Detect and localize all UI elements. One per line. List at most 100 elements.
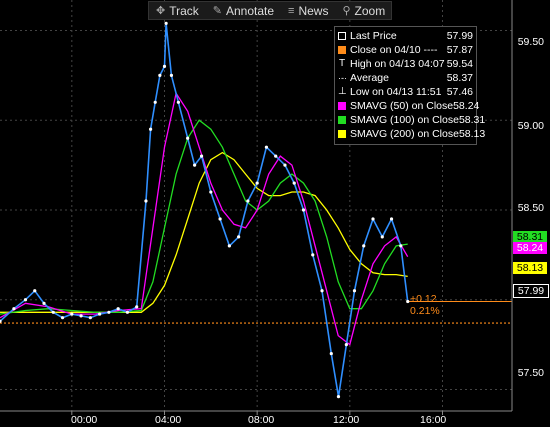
price-point xyxy=(362,244,366,248)
price-point xyxy=(79,314,83,318)
y-tick-label: 57.50 xyxy=(517,367,544,379)
legend-value: 58.24 xyxy=(453,99,480,112)
y-tick-label: 58.50 xyxy=(517,202,544,214)
legend-value: 59.54 xyxy=(446,57,473,70)
chart-toolbar: ✥ Track ✎ Annotate ≡ News ⚲ Zoom xyxy=(148,1,392,20)
price-tag-smavg-50: 58.24 xyxy=(513,242,547,254)
legend-value: 57.46 xyxy=(446,85,473,98)
price-point xyxy=(98,312,102,316)
price-point xyxy=(193,163,197,167)
legend-label: SMAVG (200) on Close xyxy=(350,127,459,140)
price-point xyxy=(199,154,204,158)
legend-row-high[interactable]: T High on 04/13 04:07 59.54 xyxy=(338,57,473,70)
square-icon xyxy=(338,129,346,138)
square-icon xyxy=(338,115,346,124)
price-point xyxy=(51,310,55,314)
reference-lines xyxy=(0,301,512,324)
price-point xyxy=(264,145,269,149)
legend-value: 57.87 xyxy=(446,43,473,56)
zoom-label: Zoom xyxy=(354,3,386,18)
price-point xyxy=(227,244,231,248)
price-point xyxy=(125,310,130,314)
price-point xyxy=(158,73,162,77)
legend-row-smavg-50[interactable]: SMAVG (50) on Close 58.24 xyxy=(338,99,479,112)
price-point xyxy=(301,208,306,212)
price-point xyxy=(23,298,28,302)
price-point xyxy=(148,127,153,131)
price-point xyxy=(164,21,168,25)
change-percent: 0.21% xyxy=(410,305,440,317)
price-tag-smavg-200: 58.13 xyxy=(513,262,547,274)
price-point xyxy=(144,199,148,203)
price-point xyxy=(116,307,120,311)
legend-label: SMAVG (50) on Close xyxy=(350,99,454,112)
series-line-smavg-50-on-close xyxy=(0,91,409,346)
legend-label: High on 04/13 04:07 xyxy=(350,57,445,70)
x-tick-label: 12:00 xyxy=(333,414,360,426)
annotate-button[interactable]: ✎ Annotate xyxy=(206,2,281,19)
legend-row-low[interactable]: ⊥ Low on 04/13 11:51 57.46 xyxy=(338,85,473,98)
price-point xyxy=(389,217,394,221)
legend-label: Average xyxy=(350,71,389,84)
grid-lines xyxy=(0,0,512,411)
legend-row-smavg-100[interactable]: SMAVG (100) on Close 58.31 xyxy=(338,113,485,126)
annotate-label: Annotate xyxy=(226,3,275,18)
price-point xyxy=(320,289,324,293)
series-line-smavg-200-on-close xyxy=(0,151,408,313)
y-tick-label: 59.50 xyxy=(517,36,544,48)
legend-row-smavg-200[interactable]: SMAVG (200) on Close 58.13 xyxy=(338,127,485,140)
price-point xyxy=(162,64,167,69)
track-label: Track xyxy=(169,3,199,18)
legend-row-last-price[interactable]: Last Price 57.99 xyxy=(338,29,473,42)
price-point xyxy=(371,217,375,221)
price-point xyxy=(399,244,403,248)
price-point xyxy=(209,190,213,194)
legend-row-close[interactable]: Close on 04/10 ---- 57.87 xyxy=(338,43,473,56)
legend-label: Last Price xyxy=(350,29,397,42)
magnifier-icon: ⚲ xyxy=(342,5,351,17)
chart-legend: Last Price 57.99 Close on 04/10 ---- 57.… xyxy=(334,26,485,145)
price-point xyxy=(0,319,2,323)
price-point xyxy=(311,253,315,257)
crosshair-icon: ✥ xyxy=(156,5,166,17)
legend-value: 57.99 xyxy=(446,29,473,42)
series-lines xyxy=(0,21,410,399)
series-line-smavg-100-on-close xyxy=(0,119,408,315)
news-button[interactable]: ≡ News xyxy=(281,2,335,19)
price-point xyxy=(88,316,92,320)
news-icon: ≡ xyxy=(288,4,295,17)
price-point xyxy=(292,181,296,185)
pencil-icon: ✎ xyxy=(212,5,222,17)
price-point xyxy=(344,342,348,347)
x-tick-label: 16:00 xyxy=(420,414,447,426)
y-tick-label: 59.00 xyxy=(517,120,544,132)
legend-row-average[interactable]: ·-· Average 58.37 xyxy=(338,71,473,84)
axis-lines xyxy=(0,0,513,415)
price-point xyxy=(12,307,16,311)
price-point xyxy=(186,136,190,140)
price-point xyxy=(33,289,37,293)
price-tag-smavg-100: 58.31 xyxy=(513,231,547,243)
price-point xyxy=(406,299,410,304)
track-button[interactable]: ✥ Track xyxy=(149,2,206,19)
zoom-button[interactable]: ⚲ Zoom xyxy=(335,2,392,19)
x-tick-label: 04:00 xyxy=(155,414,182,426)
price-point xyxy=(107,310,111,314)
legend-value: 58.37 xyxy=(446,71,473,84)
price-point xyxy=(336,395,341,399)
price-point xyxy=(70,312,74,316)
news-label: News xyxy=(298,3,329,18)
legend-label: SMAVG (100) on Close xyxy=(350,113,459,126)
price-point xyxy=(283,163,287,167)
price-point xyxy=(169,73,174,77)
price-point xyxy=(135,305,139,309)
price-point xyxy=(176,100,180,104)
price-point xyxy=(274,154,278,158)
square-outline-icon xyxy=(338,31,346,40)
price-point xyxy=(246,199,250,203)
price-point xyxy=(218,217,222,221)
x-tick-label: 08:00 xyxy=(248,414,275,426)
change-absolute: +0.12 xyxy=(410,293,437,305)
legend-label: Close on 04/10 ---- xyxy=(350,43,438,56)
